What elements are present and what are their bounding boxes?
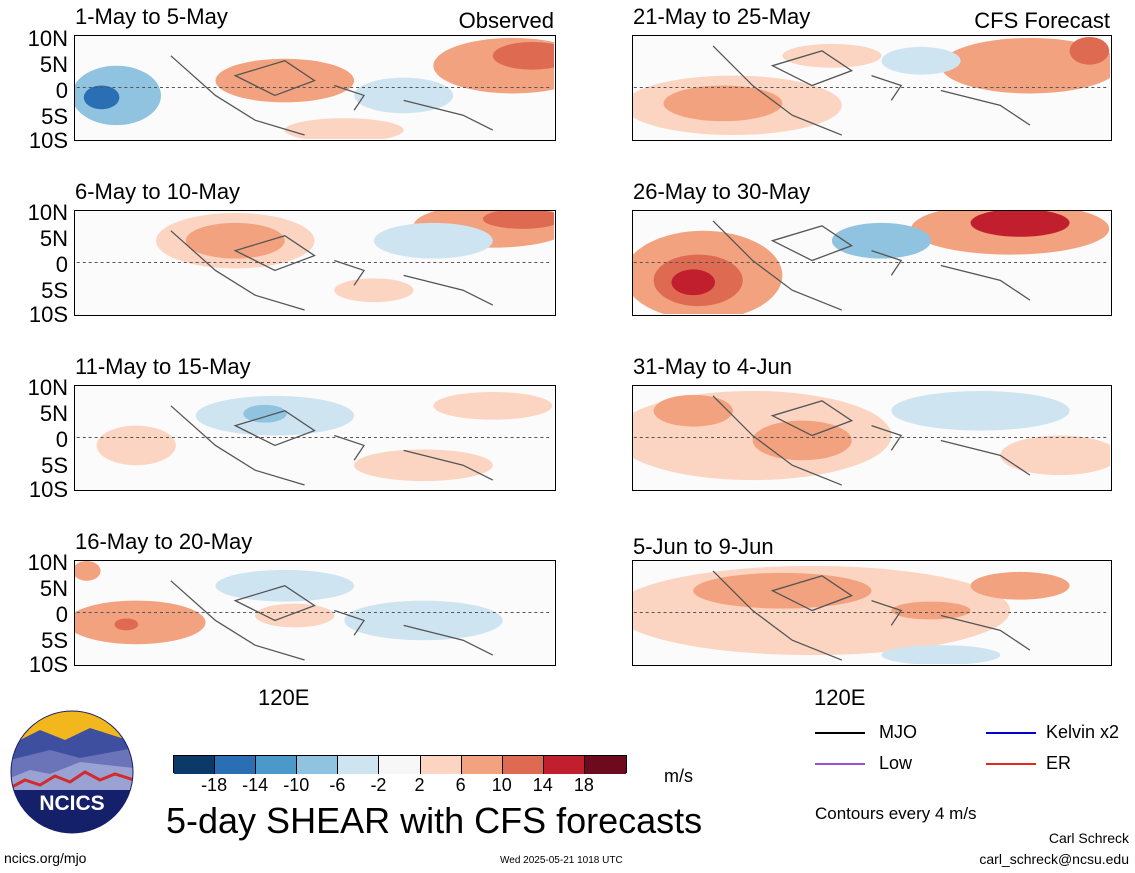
colorbar-cell [420,756,462,774]
colorbar-cell [174,756,216,774]
colorbar-tick-label: -18 [201,775,228,795]
panel-title-5: 11-May to 15-May [75,354,251,379]
colorbar-cell [584,756,626,774]
panel-title-7: 16-May to 20-May [75,529,253,554]
legend-line-kelvin [986,732,1036,734]
footer-timestamp: Wed 2025-05-21 1018 UTC [500,855,623,866]
panel-title-6: 31-May to 4-Jun [633,354,792,379]
legend-line-mjo [815,732,865,734]
lat-label: 10S [28,128,68,153]
ncics-logo-text: NCICS [39,792,105,815]
colorbar-cell [461,756,503,774]
lat-label: 10N [27,200,68,225]
panel-title-1: 1-May to 5-May [75,4,228,29]
lat-label: 5S [41,453,68,478]
legend-label-mjo: MJO [879,722,917,742]
panel-title-8: 5-Jun to 9-Jun [633,534,774,559]
colorbar-tick-label: 2 [414,775,425,795]
lat-label: 10S [28,652,68,677]
lat-label: 5N [39,226,68,251]
lat-label: 10N [27,550,68,575]
colorbar-tick-label: -14 [242,775,269,795]
lat-label: 5N [39,576,68,601]
lat-label: 5N [39,52,68,77]
lat-label: 5S [41,278,68,303]
map-panel-2 [632,35,1112,141]
lon-label-right: 120E [814,685,866,710]
lat-label: 0 [55,252,68,277]
map-panel-5 [74,385,556,491]
colorbar-cell [379,756,421,774]
map-panel-4 [632,210,1112,316]
lat-label: 0 [55,78,68,103]
footer-author: Carl Schreck [1048,830,1129,846]
lat-label: 0 [55,427,68,452]
lat-label: 10N [27,26,68,51]
lat-label: 10N [27,375,68,400]
panel-title-3: 6-May to 10-May [75,179,241,204]
legend-label-er: ER [1046,753,1072,773]
colorbar-cell [297,756,339,774]
ncics-logo: NCICS [10,710,134,834]
map-panel-3 [74,210,556,316]
lat-label: 5N [39,401,68,426]
colorbar-tick-label: 10 [491,775,512,795]
map-panel-1 [74,35,556,141]
lat-label: 5S [41,104,68,129]
lat-label: 10S [28,302,68,327]
footer-url[interactable]: ncics.org/mjo [4,850,87,866]
contour-note: Contours every 4 m/s [815,804,977,823]
colorbar-tick-label: 18 [573,775,594,795]
colorbar-tick-label: -2 [370,775,387,795]
lon-label-left: 120E [258,685,310,710]
lat-label: 10S [28,477,68,502]
colorbar-tick-label: -6 [329,775,346,795]
map-panel-6 [632,385,1112,491]
legend-label-kelvin: Kelvin x2 [1046,722,1120,742]
lat-label: 0 [55,602,68,627]
panel-tag-observed: Observed [458,8,554,33]
colorbar-cell [502,756,544,774]
colorbar-tick-label: -10 [283,775,310,795]
panel-title-4: 26-May to 30-May [633,179,811,204]
footer-email[interactable]: carl_schreck@ncsu.edu [979,851,1129,867]
colorbar-tick-label: 14 [532,775,553,795]
map-panel-7 [74,560,556,666]
legend-line-low [815,763,865,765]
lat-label: 5S [41,628,68,653]
colorbar-units: m/s [664,766,693,786]
colorbar-cell [543,756,585,774]
colorbar [173,755,627,774]
legend-label-low: Low [879,753,913,773]
colorbar-cell [338,756,380,774]
panel-tag-forecast: CFS Forecast [974,8,1110,33]
map-panel-8 [632,560,1112,666]
colorbar-tick-label: 6 [455,775,466,795]
colorbar-cell [215,756,257,774]
colorbar-cell [256,756,298,774]
figure-title: 5-day SHEAR with CFS forecasts [166,800,703,841]
panel-title-2: 21-May to 25-May [633,4,811,29]
legend-line-er [986,763,1036,765]
